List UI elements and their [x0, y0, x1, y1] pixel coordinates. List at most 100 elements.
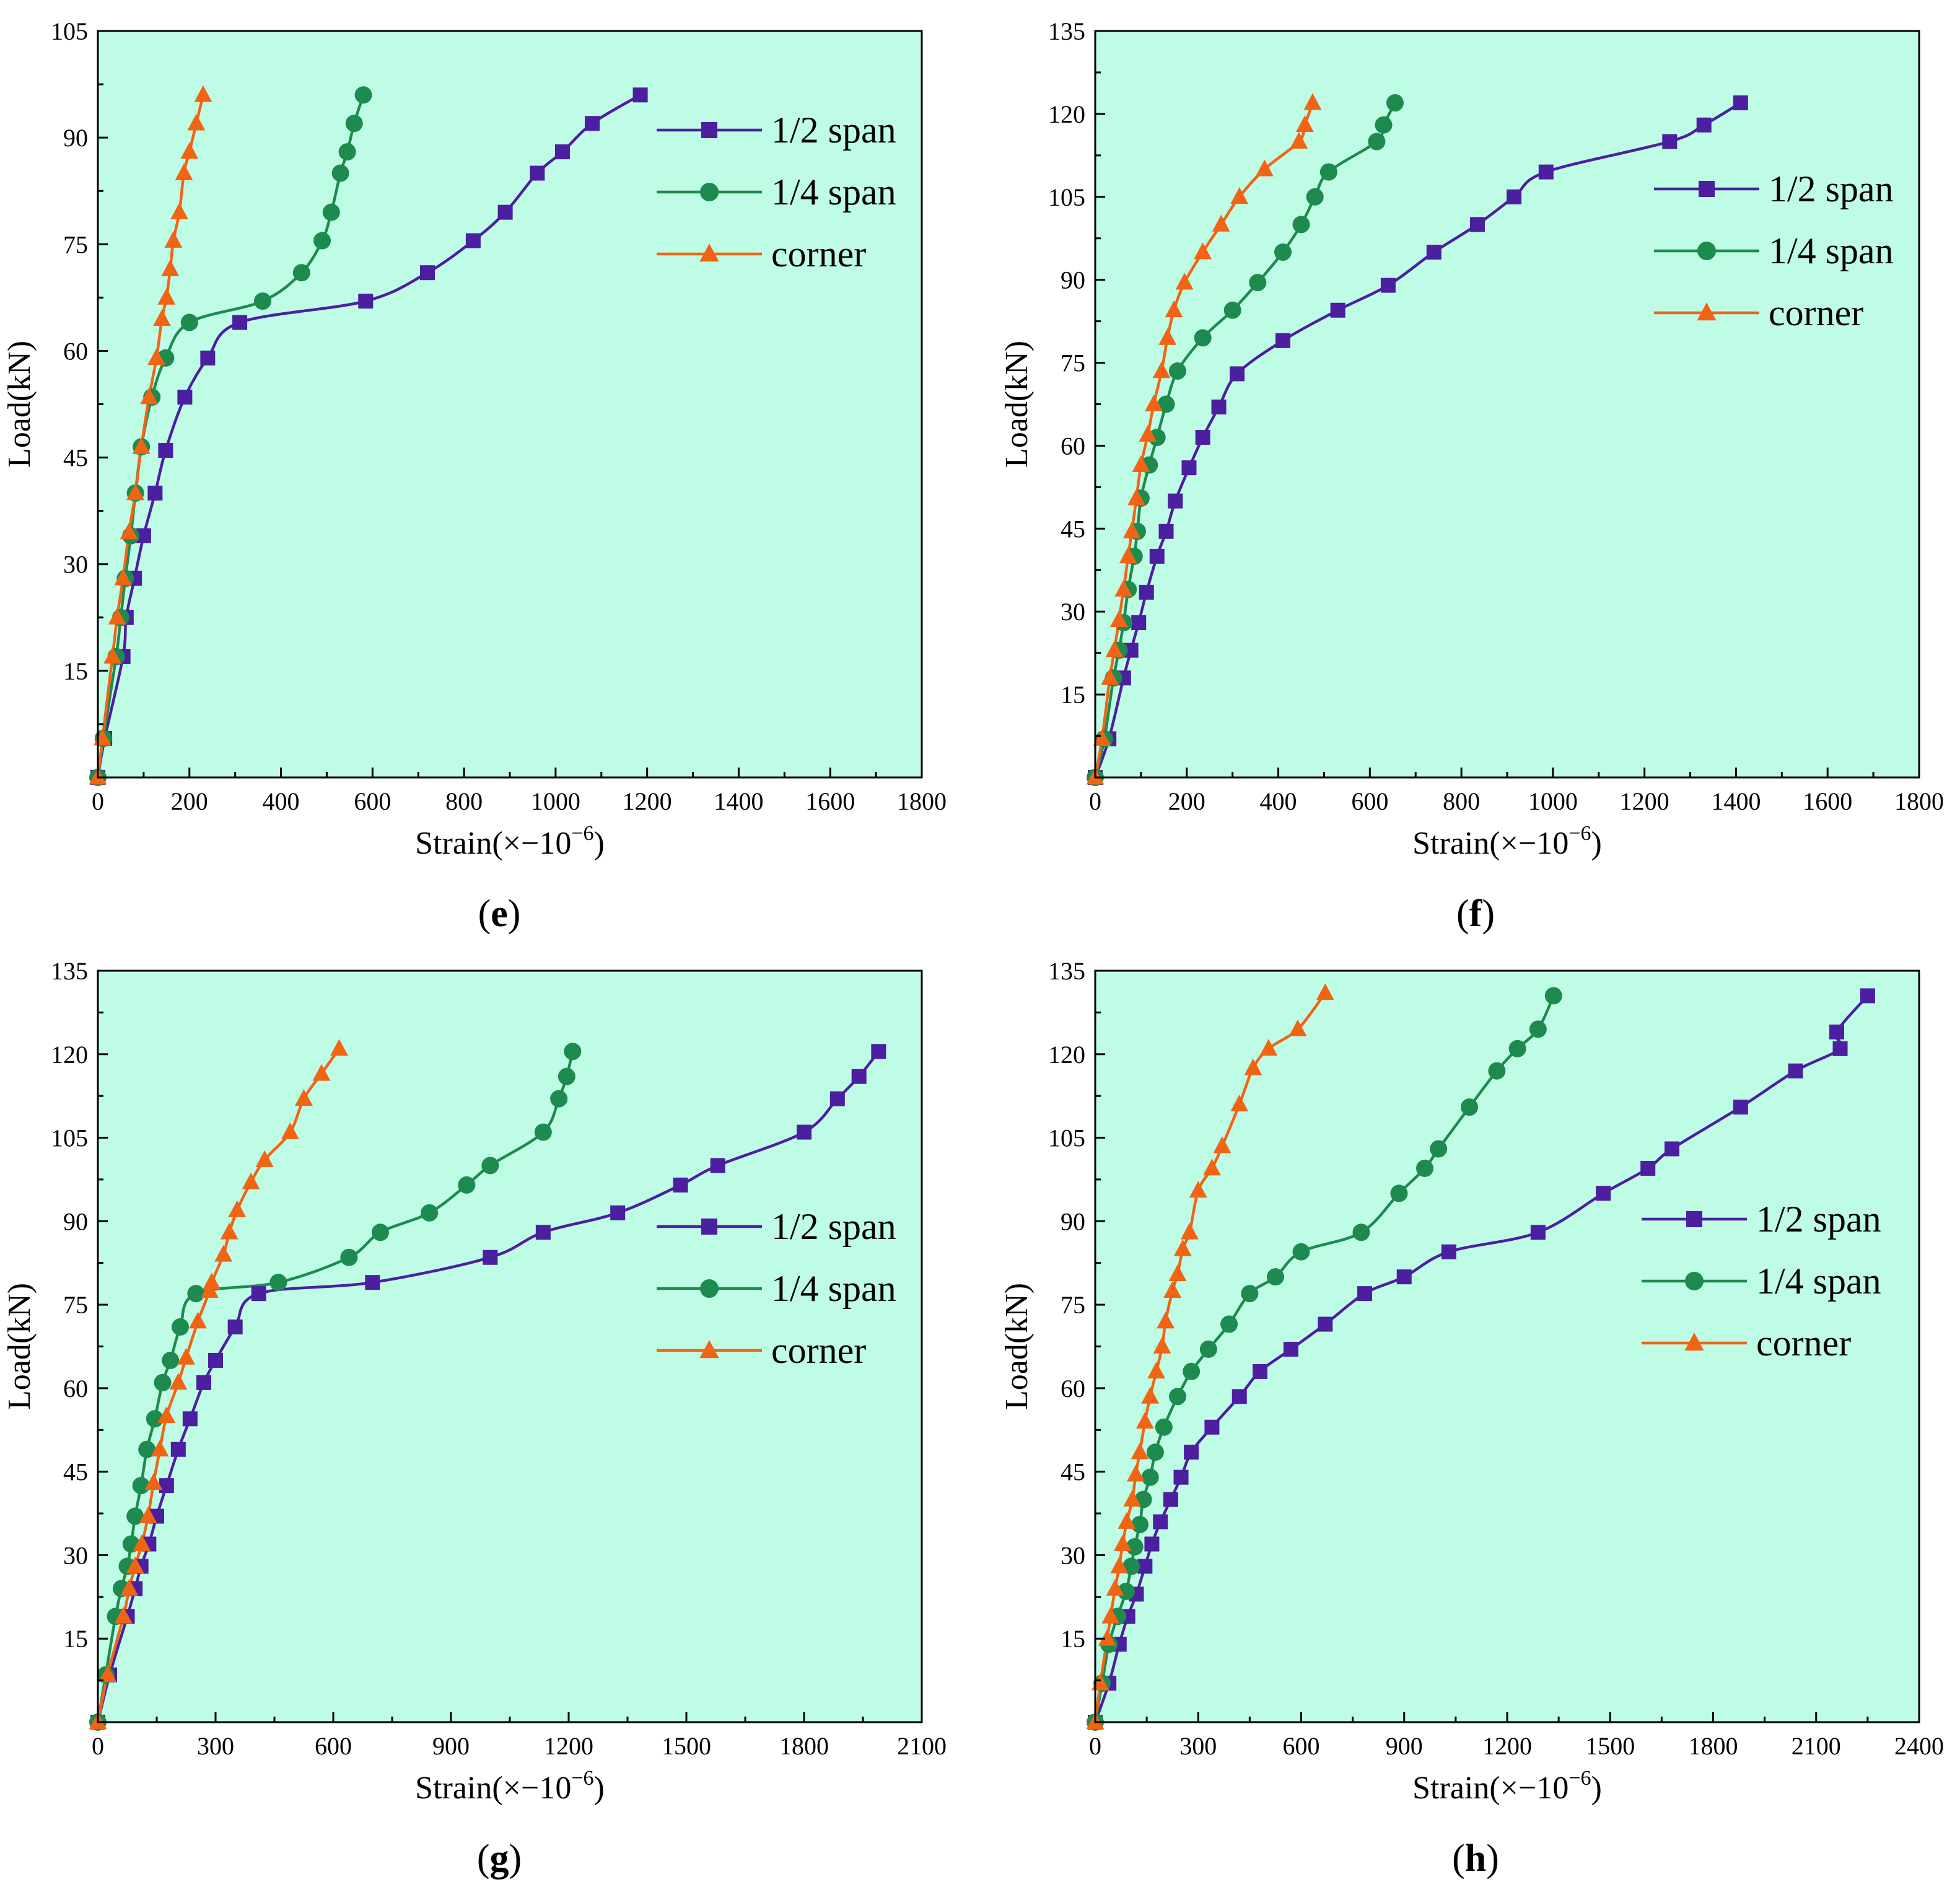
data-point-corner-16 [220, 1222, 238, 1240]
series-line-corner [1093, 991, 1327, 1724]
x-tick-label: 800 [1443, 787, 1480, 815]
y-tick-label: 15 [1061, 681, 1085, 709]
data-point-corner-12 [161, 259, 180, 276]
legend-marker-half-span [701, 1219, 717, 1235]
data-point-quarter-span-10 [180, 313, 198, 331]
y-tick-label: 90 [1061, 266, 1085, 294]
data-point-corner-2 [114, 1606, 133, 1624]
x-tick-label: 1800 [897, 787, 947, 815]
data-point-quarter-span-7 [1131, 1516, 1149, 1534]
legend-label-half-span: 1/2 span [771, 110, 896, 151]
x-axis-title: Strain(×−10−6) [1412, 822, 1602, 861]
data-point-quarter-span-23 [564, 1043, 582, 1061]
legend-label-half-span: 1/2 span [771, 1206, 896, 1247]
data-point-half-span-22 [851, 1069, 867, 1084]
data-point-quarter-span-21 [550, 1090, 568, 1108]
data-point-corner-5 [1114, 579, 1133, 597]
data-point-half-span-16 [535, 1225, 551, 1240]
x-tick-label: 200 [1168, 787, 1205, 815]
y-axis-title: Load(kN) [2, 341, 37, 468]
panel-f: 0 200 400 600 800 1000 1200 1400 1600 1800 15 30 45 6… [999, 17, 1944, 935]
data-point-corner-3 [1105, 641, 1124, 658]
data-point-quarter-span-11 [254, 292, 271, 310]
data-point-quarter-span-22 [1430, 1140, 1448, 1158]
data-point-half-span-17 [610, 1205, 626, 1220]
data-point-corner-19 [1180, 1222, 1199, 1240]
legend-marker-half-span [701, 122, 717, 138]
data-point-half-span-11 [1204, 1419, 1220, 1435]
data-point-corner-17 [1168, 1264, 1187, 1282]
data-point-half-span-15 [1380, 278, 1396, 293]
data-point-corner-3 [108, 608, 126, 625]
x-tick-label: 1500 [1585, 1732, 1635, 1760]
x-tick-label: 900 [1386, 1732, 1423, 1760]
x-tick-label: 1800 [1689, 1732, 1738, 1760]
data-point-quarter-span-20 [1390, 1184, 1408, 1202]
data-point-corner-9 [1132, 455, 1150, 473]
data-point-quarter-span-14 [269, 1274, 287, 1292]
data-point-corner-13 [1158, 328, 1177, 345]
data-point-quarter-span-12 [1169, 362, 1186, 380]
data-point-quarter-span-12 [1169, 1388, 1186, 1406]
data-point-half-span-18 [673, 1177, 688, 1193]
data-point-quarter-span-16 [1241, 1285, 1259, 1303]
data-point-corner-9 [157, 1406, 176, 1424]
x-tick-label: 1600 [805, 787, 855, 815]
data-point-half-span-16 [1357, 1286, 1373, 1302]
data-point-quarter-span-27 [1544, 987, 1562, 1005]
data-point-half-span-16 [554, 144, 570, 160]
data-point-corner-6 [1113, 1534, 1132, 1551]
x-tick-label: 600 [1351, 787, 1388, 815]
y-tick-label: 120 [51, 1041, 88, 1069]
data-point-half-span-11 [208, 1352, 223, 1368]
data-point-corner-8 [1123, 1489, 1142, 1507]
x-tick-label: 900 [432, 1732, 470, 1760]
data-point-half-span-7 [159, 1478, 174, 1494]
panel-label: (h) [1452, 1837, 1499, 1880]
data-point-half-span-10 [196, 1375, 211, 1390]
data-point-half-span-22 [1733, 95, 1748, 111]
data-point-quarter-span-19 [1319, 163, 1337, 181]
legend: 1/2 span 1/4 span corner [657, 110, 896, 274]
data-point-corner-1 [98, 1665, 117, 1682]
y-axis-title: Load(kN) [999, 341, 1035, 468]
x-tick-label: 2100 [897, 1732, 947, 1760]
y-tick-label: 120 [1048, 1041, 1085, 1069]
legend-label-half-span: 1/2 span [1756, 1199, 1881, 1240]
legend-label-quarter-span: 1/4 span [771, 172, 896, 212]
data-point-half-span-13 [1253, 1363, 1267, 1379]
data-point-half-span-13 [1275, 333, 1290, 348]
legend-label-corner: corner [1769, 292, 1863, 333]
panel-label: (g) [477, 1837, 522, 1880]
x-tick-label: 2400 [1894, 1732, 1944, 1760]
data-point-corner-1 [1093, 729, 1111, 746]
x-tick-label: 1200 [623, 787, 672, 815]
data-point-half-span-13 [465, 233, 481, 248]
data-point-corner-3 [120, 1578, 139, 1596]
legend-marker-half-span [1699, 181, 1715, 197]
data-point-corner-21 [295, 1089, 313, 1106]
data-point-corner-27 [1316, 983, 1334, 1000]
x-tick-label: 1400 [1711, 787, 1761, 815]
data-point-corner-18 [1173, 1239, 1192, 1256]
data-point-corner-22 [1213, 1136, 1232, 1153]
data-point-quarter-span-13 [187, 1285, 205, 1303]
data-point-corner-9 [1126, 1464, 1145, 1482]
plot-area [1095, 971, 1919, 1722]
data-point-half-span-6 [1144, 1536, 1160, 1552]
data-point-half-span-6 [147, 485, 163, 501]
data-point-half-span-16 [1426, 245, 1442, 260]
data-point-half-span-21 [1696, 117, 1712, 133]
panel-h: 0 300 600 900 1200 1500 1800 2100 2400 15 30 45 60 75… [999, 957, 1944, 1880]
data-point-quarter-span-11 [1157, 395, 1175, 413]
data-point-corner-4 [1106, 1578, 1124, 1596]
data-point-quarter-span-17 [345, 115, 363, 133]
data-point-half-span-21 [829, 1091, 845, 1106]
legend-label-corner: corner [1756, 1323, 1851, 1363]
data-point-half-span-20 [1662, 134, 1678, 149]
data-point-corner-6 [126, 483, 144, 501]
data-point-corner-18 [242, 1172, 260, 1189]
data-point-quarter-span-13 [1183, 1362, 1201, 1380]
x-axis-title: Strain(×−10−6) [415, 1767, 605, 1806]
